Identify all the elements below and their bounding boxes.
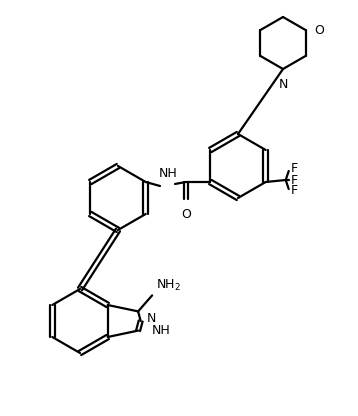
Text: N: N: [147, 312, 156, 324]
Text: O: O: [181, 208, 191, 221]
Text: NH: NH: [152, 324, 171, 337]
Text: N: N: [278, 78, 288, 91]
Text: NH: NH: [159, 167, 178, 180]
Text: O: O: [315, 23, 324, 37]
Text: NH$_2$: NH$_2$: [156, 278, 181, 293]
Text: F: F: [291, 185, 298, 198]
Text: F: F: [291, 163, 298, 176]
Text: F: F: [291, 173, 298, 186]
